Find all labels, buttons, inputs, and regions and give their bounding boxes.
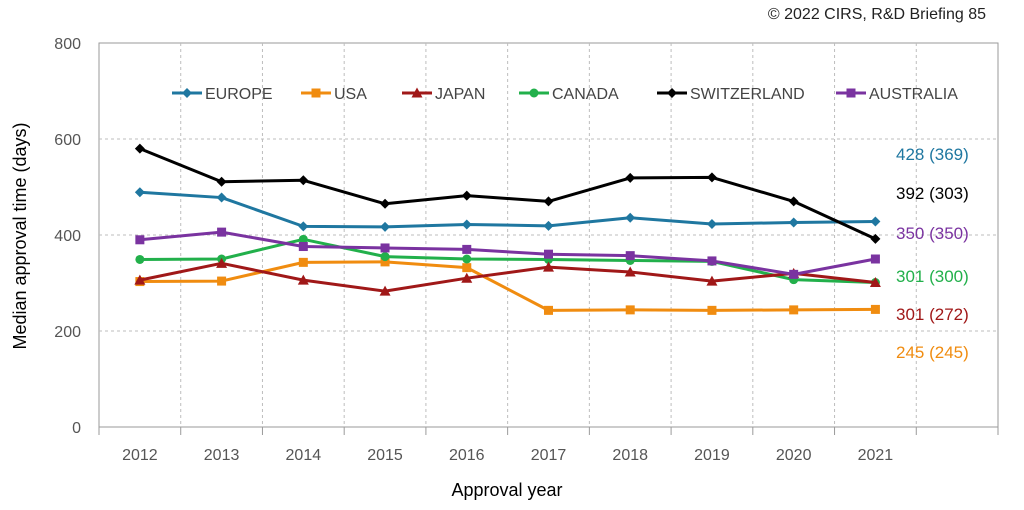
legend-label-europe: EUROPE [205, 86, 273, 103]
data-point-japan [624, 266, 636, 277]
data-point-usa [707, 305, 717, 315]
data-point-australia [462, 244, 472, 254]
data-point-usa [544, 305, 553, 315]
series-line-australia [139, 230, 876, 276]
data-point-switzerland [543, 196, 554, 207]
legend-label-switzerland: SWITZERLAND [690, 86, 805, 103]
x-tick-label: 2019 [694, 447, 730, 464]
data-point-europe [870, 216, 881, 227]
y-axis-title: Median approval time (days) [10, 122, 30, 349]
legend-marker-japan [411, 87, 423, 98]
data-point-canada [380, 252, 390, 262]
data-point-usa [870, 304, 880, 314]
data-point-usa [217, 276, 227, 286]
y-tick-label: 800 [54, 36, 81, 53]
data-point-canada [462, 254, 472, 264]
legend-label-australia: AUSTRALIA [869, 86, 958, 103]
data-point-canada [135, 254, 145, 264]
data-point-switzerland [134, 143, 145, 154]
data-point-switzerland [216, 176, 227, 187]
annotation-europe: 428 (369) [896, 145, 969, 164]
data-point-europe [216, 192, 227, 203]
data-point-japan [461, 272, 473, 283]
data-point-europe [543, 220, 554, 231]
y-tick-label: 0 [72, 420, 81, 437]
data-point-australia [870, 254, 880, 264]
series-line-europe [139, 190, 876, 229]
data-point-australia [217, 227, 227, 237]
data-point-australia [625, 251, 635, 261]
legend-label-canada: CANADA [552, 86, 619, 103]
annotation-canada: 301 (300) [896, 267, 969, 286]
x-tick-label: 2013 [204, 447, 240, 464]
x-tick-label: 2018 [612, 447, 648, 464]
x-tick-label: 2015 [367, 447, 403, 464]
x-axis-title: Approval year [451, 480, 562, 500]
data-point-europe [625, 212, 636, 223]
data-point-usa [298, 257, 308, 267]
legend-marker-australia [846, 88, 856, 98]
legend-label-usa: USA [334, 86, 367, 103]
data-point-usa [789, 305, 799, 315]
series-line-canada [139, 237, 876, 285]
legend-marker-canada [529, 88, 539, 98]
data-point-australia [707, 256, 717, 266]
data-point-switzerland [461, 190, 472, 201]
data-point-usa [625, 305, 635, 315]
data-point-japan [869, 277, 881, 288]
x-tick-label: 2012 [122, 447, 158, 464]
data-point-europe [706, 218, 717, 229]
legend-marker-usa [311, 88, 321, 98]
data-point-japan [543, 261, 554, 272]
data-point-australia [298, 242, 308, 252]
data-point-australia [789, 269, 799, 279]
annotation-usa: 245 (245) [896, 343, 969, 362]
data-point-japan [706, 275, 718, 286]
data-point-australia [135, 235, 145, 245]
x-tick-label: 2020 [776, 447, 812, 464]
annotation-australia: 350 (350) [896, 224, 969, 243]
series-line-switzerland [139, 147, 877, 241]
series-line-japan [139, 261, 876, 293]
data-point-europe [461, 219, 472, 230]
data-point-japan [379, 285, 391, 296]
data-point-usa [380, 257, 390, 267]
x-tick-label: 2021 [858, 447, 894, 464]
annotation-switzerland: 392 (303) [896, 184, 969, 203]
data-point-japan [134, 274, 146, 285]
x-tick-label: 2014 [286, 447, 322, 464]
data-point-switzerland [788, 196, 799, 207]
data-point-japan [216, 257, 228, 268]
annotation-japan: 301 (272) [896, 305, 969, 324]
data-point-canada [298, 234, 308, 244]
data-point-switzerland [298, 175, 309, 186]
y-tick-label: 200 [54, 324, 81, 341]
data-point-europe [298, 221, 309, 232]
data-point-switzerland [625, 172, 636, 183]
legend-label-japan: JAPAN [435, 86, 485, 103]
data-point-australia [380, 243, 390, 253]
data-point-europe [788, 217, 799, 228]
x-tick-label: 2017 [531, 447, 567, 464]
data-point-switzerland [706, 172, 717, 183]
data-point-japan [297, 274, 309, 285]
data-point-australia [544, 249, 553, 259]
copyright-note: © 2022 CIRS, R&D Briefing 85 [767, 6, 986, 23]
legend-marker-europe [182, 88, 192, 98]
data-point-usa [462, 263, 472, 273]
data-point-europe [134, 187, 145, 198]
legend-marker-switzerland [667, 88, 677, 98]
data-point-switzerland [380, 198, 391, 209]
data-point-switzerland [870, 233, 881, 244]
data-point-europe [380, 221, 391, 232]
y-tick-label: 400 [54, 228, 81, 245]
y-tick-label: 600 [54, 132, 81, 149]
x-tick-label: 2016 [449, 447, 485, 464]
